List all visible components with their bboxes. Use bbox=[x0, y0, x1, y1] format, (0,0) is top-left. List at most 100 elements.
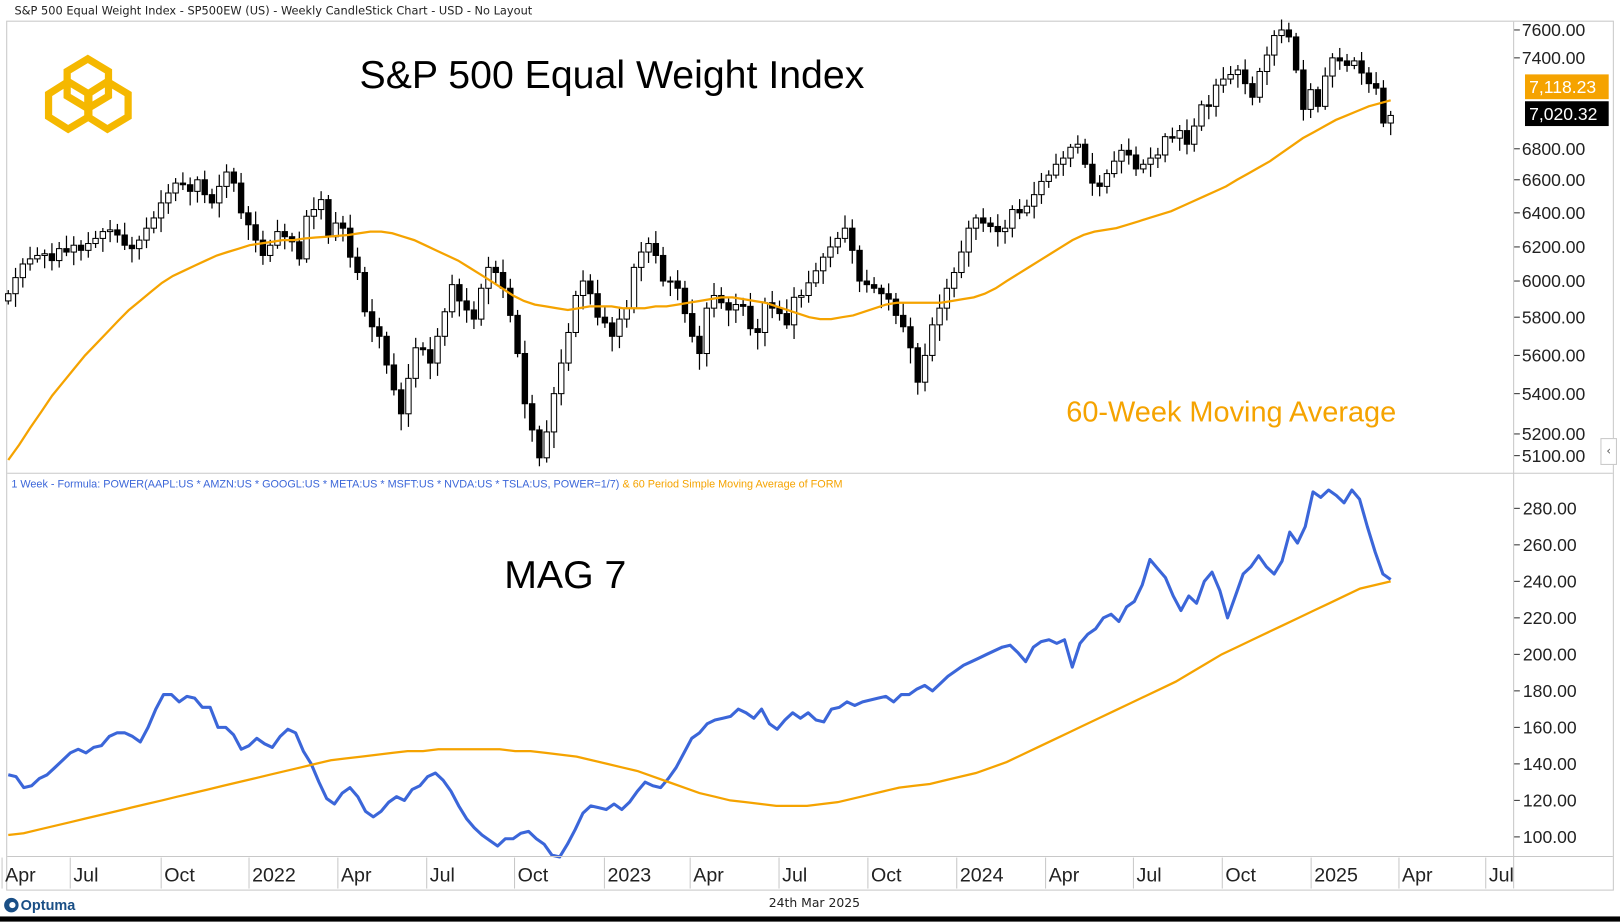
x-tick-label: Apr bbox=[5, 864, 36, 886]
candle bbox=[943, 278, 951, 321]
candle bbox=[936, 294, 943, 341]
legend-ma-text: & 60 Period Simple Moving Average of FOR… bbox=[622, 479, 842, 491]
candle bbox=[856, 245, 863, 293]
candle bbox=[1336, 47, 1343, 70]
candle bbox=[1212, 78, 1220, 117]
candle bbox=[1292, 32, 1300, 74]
candle bbox=[1140, 159, 1147, 174]
candle bbox=[470, 301, 478, 330]
candle bbox=[368, 299, 376, 343]
x-tick-label: Jul bbox=[782, 864, 807, 886]
candle bbox=[48, 243, 56, 271]
candle bbox=[157, 190, 165, 233]
candle bbox=[659, 246, 667, 287]
candle bbox=[303, 210, 310, 263]
candle bbox=[281, 223, 288, 250]
upper-ma-line bbox=[7, 99, 1391, 461]
candle bbox=[434, 328, 441, 376]
candle bbox=[1081, 138, 1089, 168]
candle bbox=[114, 223, 121, 243]
x-tick-label: Jul bbox=[430, 864, 455, 886]
candle bbox=[805, 270, 812, 303]
candle bbox=[383, 331, 390, 374]
lower-y-tick-label: 200.00 bbox=[1523, 645, 1577, 665]
candle bbox=[405, 364, 412, 427]
candle bbox=[1329, 53, 1336, 88]
candle bbox=[41, 249, 48, 269]
candle bbox=[5, 290, 12, 305]
candle bbox=[208, 188, 216, 209]
ma-annotation: 60-Week Moving Average bbox=[1066, 397, 1396, 429]
candle bbox=[1358, 52, 1365, 85]
x-tick-label: Jul bbox=[1489, 864, 1514, 886]
candle bbox=[674, 270, 681, 301]
candle bbox=[259, 230, 267, 265]
lower-y-tick-label: 260.00 bbox=[1523, 535, 1577, 555]
candle bbox=[448, 274, 456, 318]
candle bbox=[1271, 30, 1278, 66]
candle bbox=[834, 231, 841, 255]
candle bbox=[397, 382, 405, 431]
candle bbox=[812, 262, 820, 287]
candle bbox=[339, 215, 347, 242]
candle bbox=[754, 318, 761, 350]
brand-logo-icon bbox=[44, 54, 132, 134]
candle bbox=[1234, 64, 1242, 88]
x-tick-label: Apr bbox=[1402, 864, 1433, 886]
candle bbox=[1307, 83, 1314, 119]
x-tick-label: Apr bbox=[1049, 864, 1080, 886]
candle bbox=[667, 276, 674, 297]
candle bbox=[266, 239, 274, 262]
candle bbox=[1241, 59, 1249, 95]
candle bbox=[514, 309, 521, 358]
upper-y-tick-label: 5200.00 bbox=[1522, 424, 1586, 444]
candle bbox=[710, 283, 718, 318]
lower-y-tick-label: 280.00 bbox=[1523, 499, 1577, 519]
candle bbox=[1387, 110, 1394, 136]
candle bbox=[1009, 205, 1016, 238]
mag7-line bbox=[7, 488, 1392, 859]
x-tick-label: Oct bbox=[518, 864, 549, 886]
candle bbox=[354, 247, 361, 281]
candle bbox=[783, 299, 790, 329]
candle bbox=[594, 279, 601, 326]
candle bbox=[1161, 133, 1169, 163]
candle bbox=[216, 174, 223, 218]
upper-y-tick-label: 5100.00 bbox=[1522, 446, 1586, 466]
candle bbox=[77, 240, 85, 261]
optuma-logo-icon bbox=[4, 897, 19, 913]
candle bbox=[878, 284, 885, 309]
candle bbox=[172, 178, 179, 202]
candle bbox=[136, 235, 143, 260]
candle bbox=[412, 337, 419, 388]
candle bbox=[994, 214, 1001, 247]
candle bbox=[565, 323, 572, 371]
candle bbox=[143, 217, 150, 249]
candle bbox=[950, 267, 958, 298]
last-price-label: 7,020.32 bbox=[1525, 101, 1609, 127]
candle bbox=[1118, 144, 1125, 174]
candle bbox=[34, 247, 41, 263]
collapse-panel-button[interactable]: ‹ bbox=[1600, 438, 1617, 465]
candle bbox=[681, 280, 689, 323]
candle bbox=[827, 236, 834, 268]
candle bbox=[1016, 199, 1023, 220]
candle bbox=[441, 308, 449, 346]
x-tick-label: Apr bbox=[693, 864, 724, 886]
ma-price-value: 7,118.23 bbox=[1529, 77, 1596, 97]
candle bbox=[1205, 94, 1212, 120]
optuma-logo: Optuma bbox=[4, 895, 75, 916]
candle bbox=[390, 353, 398, 396]
candle bbox=[608, 317, 616, 352]
x-tick-label: Oct bbox=[164, 864, 195, 886]
upper-y-tick-label: 7600.00 bbox=[1522, 20, 1586, 40]
candle bbox=[929, 317, 936, 362]
candle bbox=[1351, 57, 1358, 70]
candle bbox=[245, 206, 252, 240]
legend-formula-text: 1 Week - Formula: POWER(AAPL:US * AMZN:U… bbox=[11, 479, 619, 491]
upper-y-tick-label: 6000.00 bbox=[1522, 271, 1586, 291]
candle bbox=[1343, 53, 1351, 72]
candle bbox=[106, 219, 114, 243]
x-tick-label: 2025 bbox=[1314, 864, 1358, 886]
